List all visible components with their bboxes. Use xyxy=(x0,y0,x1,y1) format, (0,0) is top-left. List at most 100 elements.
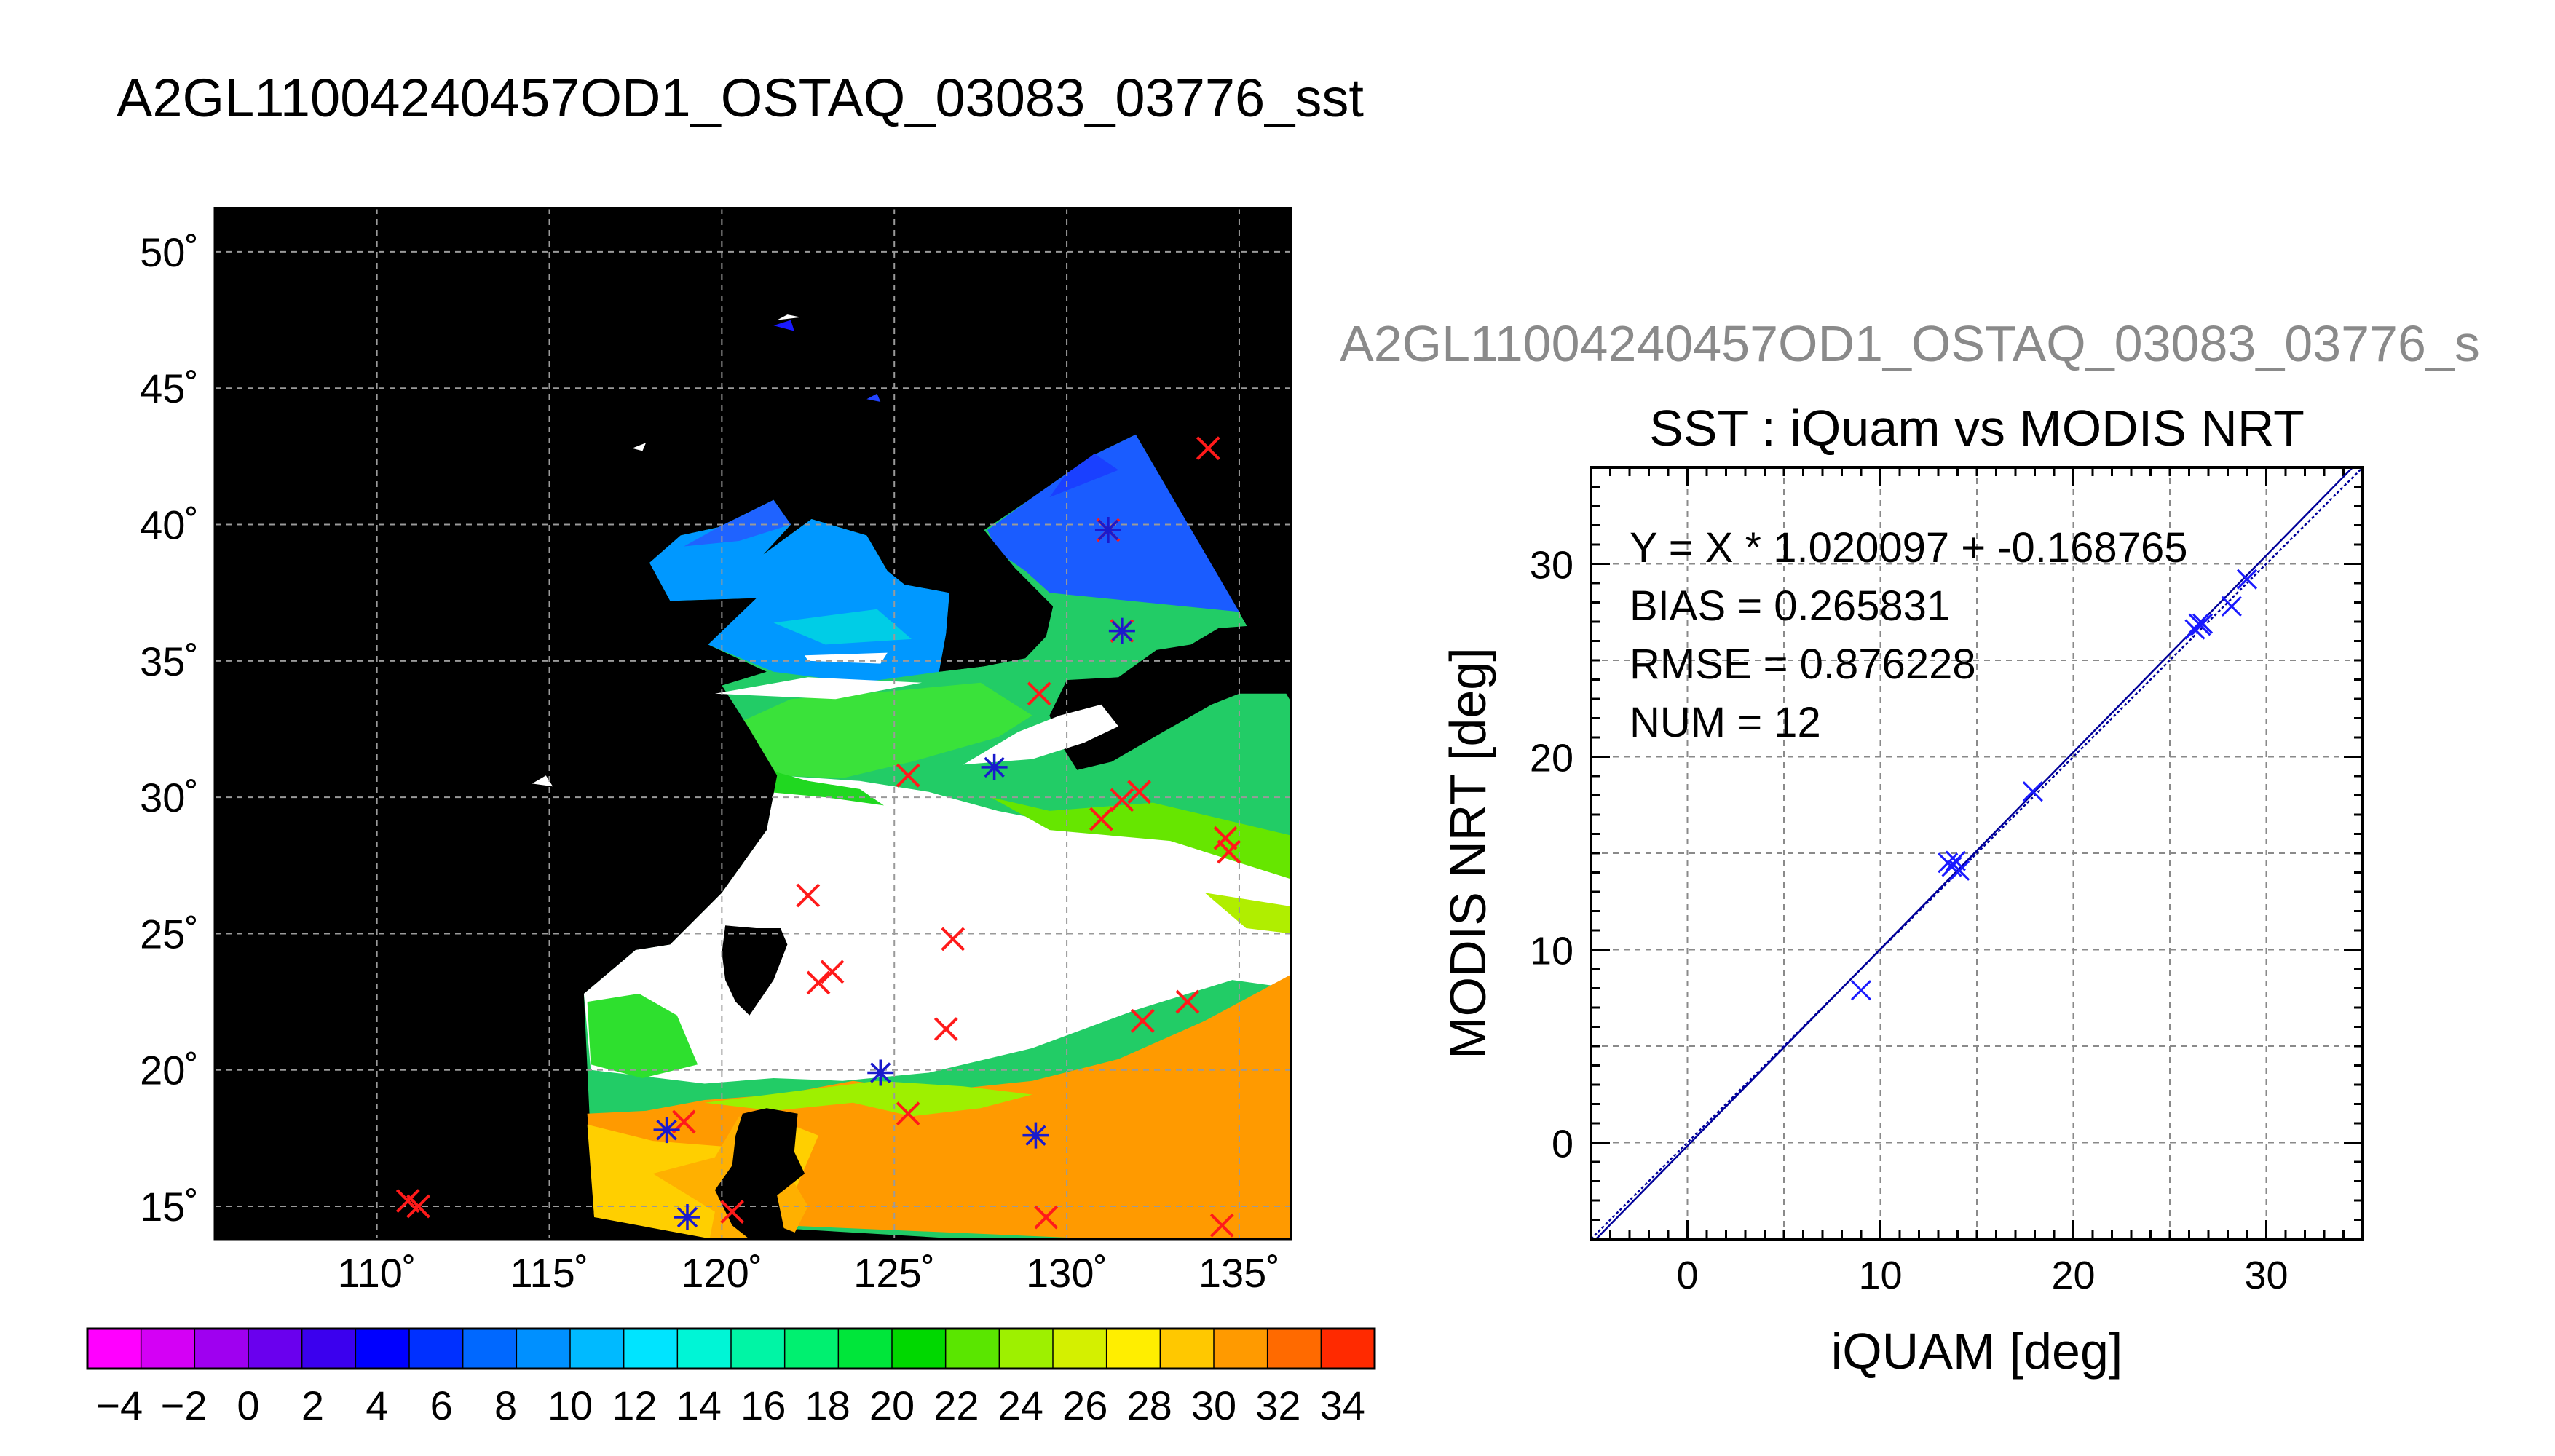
colorbar-bin xyxy=(945,1329,1000,1369)
yellow-sea-center xyxy=(773,609,912,645)
matchup-red-x-marker xyxy=(1089,807,1113,831)
colorbar-bin xyxy=(892,1329,947,1369)
colorbar-bin xyxy=(838,1329,893,1369)
colorbar-tick-label: 10 xyxy=(548,1382,593,1428)
matchup-red-x-marker xyxy=(1027,681,1051,706)
upper-green-strip xyxy=(990,797,1291,879)
colorbar-tick-label: −4 xyxy=(96,1382,143,1428)
colorbar-tick-label: 0 xyxy=(237,1382,259,1428)
matchup-red-x-marker xyxy=(896,1101,920,1126)
colorbar-bin xyxy=(677,1329,732,1369)
map-ytick-label: 25˚ xyxy=(140,911,199,957)
colorbar-bin xyxy=(516,1329,571,1369)
speck-3 xyxy=(773,320,794,331)
colorbar-tick-label: 24 xyxy=(998,1382,1043,1428)
colorbar-tick-label: 18 xyxy=(805,1382,850,1428)
matchup-red-x-marker xyxy=(1110,788,1134,812)
scatter-xtick-label: 20 xyxy=(2051,1254,2095,1297)
colorbar-frame xyxy=(86,1327,1376,1370)
scatter-clip-group xyxy=(1591,467,2363,1239)
matchup-red-x-marker xyxy=(1196,436,1220,461)
map-xtick-label: 130˚ xyxy=(1026,1250,1107,1296)
scatter-ylabel: MODIS NRT [deg] xyxy=(1440,647,1496,1059)
east-china-sea-north xyxy=(742,682,1032,778)
colorbar-tick-label: −2 xyxy=(161,1382,208,1428)
map-ytick-label: 35˚ xyxy=(140,638,199,684)
scatter-point xyxy=(1850,980,1872,1001)
figure-title: A2GL11004240457OD1_OSTAQ_03083_03776_sst xyxy=(117,68,1364,128)
china-land xyxy=(215,510,778,1015)
colorbar-tick-label: 2 xyxy=(301,1382,324,1428)
colorbar-bin xyxy=(248,1329,303,1369)
scatter-ytick-label: 10 xyxy=(1530,930,1573,973)
colorbar-bin xyxy=(784,1329,839,1369)
colorbar-bin xyxy=(731,1329,786,1369)
colorbar-bin xyxy=(355,1329,410,1369)
matchup-blue-star-marker xyxy=(1108,617,1135,644)
regression-line xyxy=(1595,467,2354,1239)
map-ytick-label: 45˚ xyxy=(140,365,199,411)
scatter-annotation: Y = X * 1.020097 + -0.168765 xyxy=(1630,524,2187,571)
matchup-red-x-marker xyxy=(1127,780,1151,804)
cloud-patch-2 xyxy=(714,677,923,700)
colorbar-bin xyxy=(1160,1329,1215,1369)
scatter-point xyxy=(2192,613,2214,634)
one-to-one-line xyxy=(1591,467,2363,1239)
colorbar-bin xyxy=(1214,1329,1268,1369)
map-xtick-label: 120˚ xyxy=(681,1250,762,1296)
scatter-annotation: RMSE = 0.876228 xyxy=(1630,641,1976,688)
map-swath-layer xyxy=(215,314,1291,1239)
scatter-ytick-label: 30 xyxy=(1530,544,1573,587)
colorbar-tick-label: 20 xyxy=(869,1382,915,1428)
south-west-green xyxy=(587,993,698,1078)
colorbar-tick-label: 12 xyxy=(612,1382,657,1428)
map-ytick-label: 30˚ xyxy=(140,775,199,820)
matchup-red-x-marker xyxy=(820,960,845,984)
map-xtick-label: 125˚ xyxy=(853,1250,935,1296)
matchup-blue-star-marker xyxy=(981,753,1008,780)
matchup-red-x-marker xyxy=(806,970,831,995)
white-cloud-band xyxy=(583,775,1291,1084)
scatter-point xyxy=(2236,569,2258,590)
colorbar-tick-label: 4 xyxy=(366,1382,388,1428)
colorbar-tick-label: 30 xyxy=(1191,1382,1236,1428)
scatter-ytick-label: 20 xyxy=(1530,737,1573,780)
transition-lime xyxy=(704,1080,1032,1117)
scatter-xtick-label: 30 xyxy=(2244,1254,2288,1297)
matchup-red-x-marker xyxy=(1213,826,1238,850)
colorbar-bin xyxy=(1106,1329,1161,1369)
colorbar-tick-label: 14 xyxy=(676,1382,722,1428)
map-ytick-label: 40˚ xyxy=(140,502,199,548)
map-xtick-label: 135˚ xyxy=(1198,1250,1280,1296)
speck-2 xyxy=(632,443,647,451)
colorbar-tick-label: 26 xyxy=(1062,1382,1107,1428)
scatter-title: SST : iQuam vs MODIS NRT xyxy=(1649,400,2305,456)
matchup-red-x-marker xyxy=(1209,1213,1234,1238)
colorbar-tick-label: 34 xyxy=(1320,1382,1365,1428)
speck-4 xyxy=(777,314,802,320)
matchup-blue-star-marker xyxy=(674,1204,700,1231)
map-frame xyxy=(213,207,1292,1241)
matchup-red-x-marker xyxy=(1034,1205,1059,1230)
colorbar-bin xyxy=(1267,1329,1322,1369)
colorbar-bin xyxy=(141,1329,195,1369)
colorbar-bin xyxy=(301,1329,356,1369)
japan-land xyxy=(1049,622,1291,770)
colorbar-bin xyxy=(194,1329,249,1369)
colorbar-bin xyxy=(1053,1329,1107,1369)
matchup-blue-star-marker xyxy=(1022,1122,1049,1149)
matchup-blue-star-marker xyxy=(653,1117,680,1144)
colorbar-bin xyxy=(570,1329,625,1369)
map-xtick-label: 115˚ xyxy=(510,1250,589,1296)
colorbar-bin xyxy=(623,1329,678,1369)
map-ytick-label: 50˚ xyxy=(140,229,199,275)
cloud-patch-3 xyxy=(805,652,888,664)
colorbar-bin xyxy=(1321,1329,1375,1369)
colorbar-bin xyxy=(462,1329,517,1369)
scatter-xtick-label: 10 xyxy=(1858,1254,1902,1297)
colorbar-bin xyxy=(409,1329,464,1369)
scatter-ytick-label: 0 xyxy=(1552,1123,1573,1166)
speck-5 xyxy=(866,393,881,402)
